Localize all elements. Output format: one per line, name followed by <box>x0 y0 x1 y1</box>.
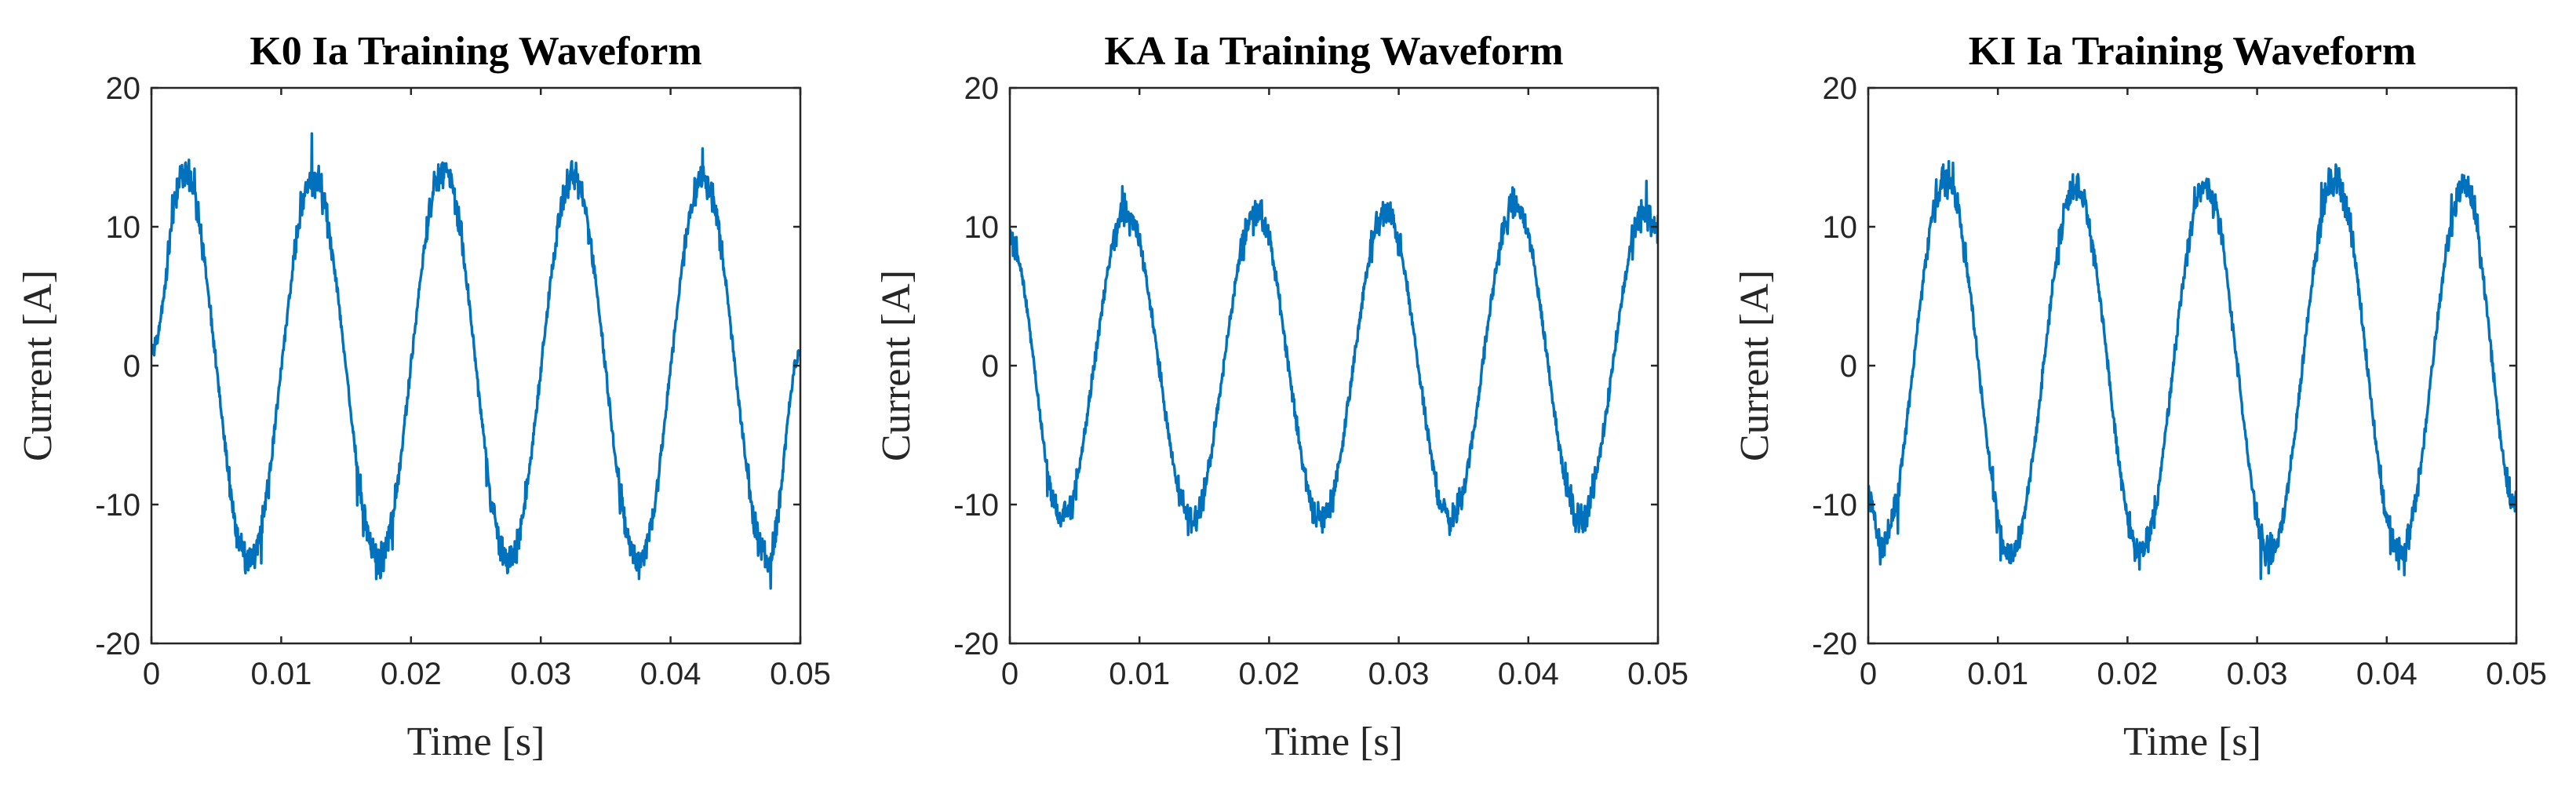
x-axis-label: Time [s] <box>407 720 545 764</box>
axes-frame <box>1867 86 2518 645</box>
x-tick-label: 0 <box>143 657 160 691</box>
x-tick-label: 0.03 <box>1368 657 1430 691</box>
x-axis-label: Time [s] <box>1265 720 1403 764</box>
y-tick-label: -10 <box>953 488 999 523</box>
y-tick-label: 0 <box>123 349 140 384</box>
chart-title: KI Ia Training Waveform <box>1969 29 2417 74</box>
series-line-ia <box>1868 159 2516 581</box>
x-tick-label: 0 <box>1860 657 1877 691</box>
x-axis-label: Time [s] <box>2123 720 2261 764</box>
x-tick-label: 0.02 <box>2097 657 2158 691</box>
y-tick-label: -10 <box>1812 488 1857 523</box>
y-tick-label: 0 <box>1840 349 1857 384</box>
y-tick-label: 0 <box>982 349 999 384</box>
x-tick-label: 0.03 <box>2227 657 2288 691</box>
y-tick-label: 10 <box>106 210 141 245</box>
y-tick-label: -20 <box>95 627 140 661</box>
y-axis-label: Current [A] <box>874 270 919 461</box>
x-tick-label: 0.05 <box>2486 657 2547 691</box>
x-tick-label: 0.03 <box>510 657 571 691</box>
x-tick-label: 0.04 <box>2356 657 2418 691</box>
y-tick-label: 20 <box>106 71 141 106</box>
chart-title: K0 Ia Training Waveform <box>250 29 701 74</box>
chart-title: KA Ia Training Waveform <box>1104 29 1563 74</box>
series-line-ia <box>151 132 800 590</box>
x-tick-label: 0.05 <box>1627 657 1689 691</box>
y-tick-label: 20 <box>1823 71 1858 106</box>
chart-panel-3: 0 0.01 0.02 0.03 0.04 0.05 -20 -10 0 10 20 KI Ia Tr… <box>1733 29 2547 764</box>
chart-panel-1: 0 0.01 0.02 0.03 0.04 0.05 -20 -10 0 10 20 K0 Ia Tr… <box>16 29 831 764</box>
x-tick-label: 0 <box>1001 657 1018 691</box>
y-tick-label: 10 <box>1823 210 1858 245</box>
x-tick-label: 0.04 <box>1498 657 1559 691</box>
x-tick-label: 0.01 <box>1109 657 1170 691</box>
chart-panel-2: 0 0.01 0.02 0.03 0.04 0.05 -20 -10 0 10 20 KA Ia Tr… <box>874 29 1689 764</box>
x-tick-label: 0.04 <box>640 657 701 691</box>
x-tick-label: 0.05 <box>770 657 831 691</box>
y-axis-label: Current [A] <box>16 270 60 461</box>
x-tick-label: 0.01 <box>1967 657 2028 691</box>
y-tick-label: -20 <box>1812 627 1857 661</box>
y-tick-label: -20 <box>953 627 999 661</box>
series-line-ia <box>1010 180 1658 537</box>
x-tick-label: 0.02 <box>381 657 442 691</box>
y-tick-label: -10 <box>95 488 140 523</box>
y-axis-label: Current [A] <box>1733 270 1777 461</box>
axes-frame <box>1008 86 1660 645</box>
x-tick-label: 0.02 <box>1238 657 1299 691</box>
y-tick-label: 10 <box>964 210 1000 245</box>
x-tick-label: 0.01 <box>250 657 312 691</box>
y-tick-label: 20 <box>964 71 1000 106</box>
